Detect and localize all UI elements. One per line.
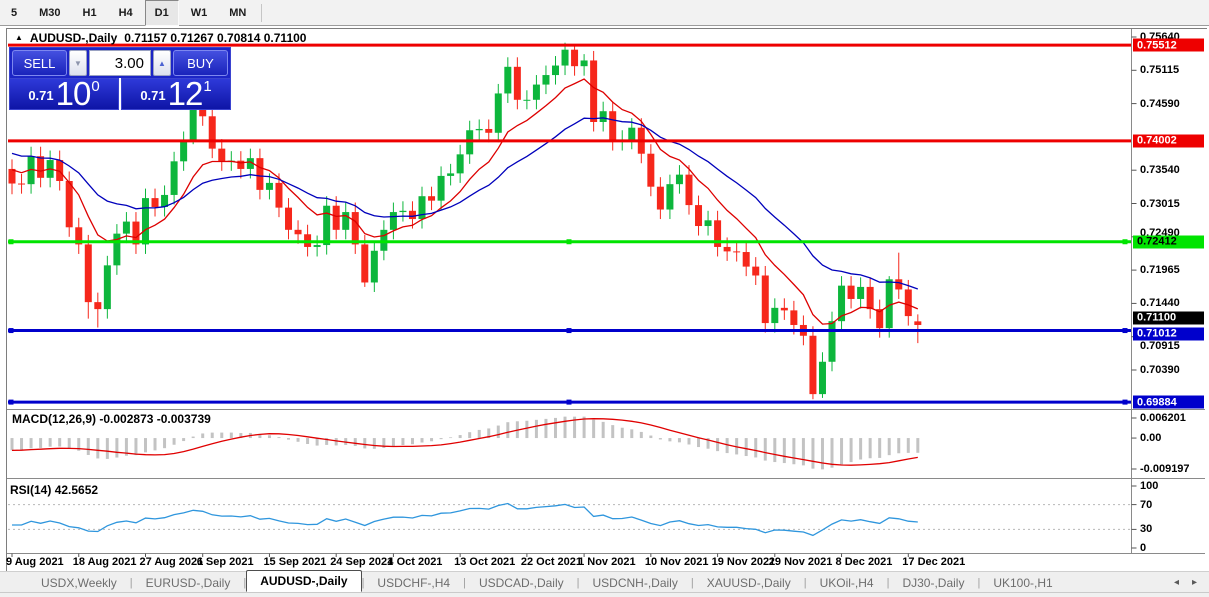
date-tick: 10 Nov 2021 [645, 556, 709, 568]
hline-handle[interactable] [9, 328, 14, 333]
buy-button[interactable]: BUY [173, 50, 228, 76]
chart-tab-bar: USDX,Weekly|EURUSD-,Daily|AUDUSD-,Daily|… [0, 571, 1209, 592]
date-tick: 19 Nov 2021 [712, 556, 776, 568]
timeframe-button-mn[interactable]: MN [219, 0, 256, 26]
date-tick: 24 Sep 2021 [330, 556, 393, 568]
tab-scroll-left-icon[interactable]: ◂ [1174, 577, 1179, 588]
date-tick: 15 Sep 2021 [263, 556, 326, 568]
tab-scroll-controls: ◂▸ [1174, 577, 1209, 592]
hline-handle[interactable] [1123, 239, 1128, 244]
hline-price-label-0.69884: 0.69884 [1133, 396, 1204, 409]
sell-price-prefix: 0.71 [28, 88, 53, 103]
tab-eurusd-daily[interactable]: EURUSD-,Daily [133, 574, 244, 592]
buy-price-point: 1 [203, 78, 211, 95]
sell-price-display[interactable]: 0.71 10 0 [9, 78, 119, 110]
tab-usdcad-daily[interactable]: USDCAD-,Daily [466, 574, 577, 592]
rsi-tick-0: 0 [1140, 542, 1146, 554]
timeframe-button-h1[interactable]: H1 [73, 0, 107, 26]
hline-handle[interactable] [1123, 328, 1128, 333]
price-tick-0.71965: 0.71965 [1140, 264, 1180, 276]
macd-tick-0.00: 0.00 [1140, 432, 1161, 444]
date-tick: 22 Oct 2021 [521, 556, 582, 568]
volume-input[interactable]: 3.00 [89, 50, 151, 76]
date-tick: 6 Sep 2021 [197, 556, 254, 568]
current-price-label: 0.71100 [1133, 311, 1204, 324]
hline-handle[interactable] [1123, 400, 1128, 405]
tab-xauusd-daily[interactable]: XAUUSD-,Daily [694, 574, 804, 592]
tab-usdcnh-daily[interactable]: USDCNH-,Daily [580, 574, 691, 592]
date-tick: 4 Oct 2021 [387, 556, 442, 568]
price-tick-0.70390: 0.70390 [1140, 364, 1180, 376]
tab-scroll-right-icon[interactable]: ▸ [1192, 577, 1197, 588]
price-tick-0.74590: 0.74590 [1140, 98, 1180, 110]
date-tick: 1 Nov 2021 [578, 556, 635, 568]
timeframe-button-m30[interactable]: M30 [29, 0, 70, 26]
tab-usdchf-h4[interactable]: USDCHF-,H4 [364, 574, 463, 592]
sell-price-point: 0 [91, 78, 99, 95]
chart-title-row: ▲ AUDUSD-,Daily 0.71157 0.71267 0.70814 … [15, 31, 306, 45]
trade-prices-row: 0.71 10 0 0.71 12 1 [9, 78, 231, 110]
rsi-line [12, 504, 918, 536]
rsi-tick-70: 70 [1140, 499, 1152, 511]
tab-usdx-weekly[interactable]: USDX,Weekly [28, 574, 130, 592]
sell-button[interactable]: SELL [12, 50, 67, 76]
price-tick-0.75115: 0.75115 [1140, 64, 1179, 76]
hline-handle[interactable] [567, 400, 572, 405]
date-tick: 27 Aug 2021 [139, 556, 203, 568]
status-strip [0, 592, 1209, 597]
hline-price-label-0.72412: 0.72412 [1133, 235, 1204, 248]
buy-price-display[interactable]: 0.71 12 1 [121, 78, 231, 110]
tab-audusd-daily[interactable]: AUDUSD-,Daily [246, 570, 361, 592]
buy-price-prefix: 0.71 [140, 88, 165, 103]
date-tick: 9 Aug 2021 [6, 556, 64, 568]
tab-dj30-daily[interactable]: DJ30-,Daily [889, 574, 977, 592]
trade-controls-row: SELL ▼ 3.00 ▲ BUY [9, 47, 231, 78]
hline-price-label-0.71012: 0.71012 [1133, 327, 1204, 340]
price-tick-0.70915: 0.70915 [1140, 340, 1180, 352]
hline-price-label-0.74002: 0.74002 [1133, 134, 1204, 147]
hline-handle[interactable] [9, 239, 14, 244]
hline-handle[interactable] [567, 328, 572, 333]
buy-price-pips: 12 [168, 79, 203, 108]
hline-handle[interactable] [9, 400, 14, 405]
toolbar-separator [261, 4, 262, 22]
one-click-trade-panel: SELL ▼ 3.00 ▲ BUY 0.71 10 0 0.71 12 1 [9, 47, 231, 110]
chart-ohlc-values: 0.71157 0.71267 0.70814 0.71100 [124, 31, 306, 45]
rsi-tick-100: 100 [1140, 480, 1158, 492]
timeframe-button-w1[interactable]: W1 [181, 0, 218, 26]
date-tick: 13 Oct 2021 [454, 556, 515, 568]
chart-symbol-title: AUDUSD-,Daily [30, 31, 117, 45]
macd-tick-0.006201: 0.006201 [1140, 412, 1186, 424]
date-tick: 29 Nov 2021 [769, 556, 833, 568]
date-tick: 8 Dec 2021 [836, 556, 893, 568]
hline-handle[interactable] [567, 239, 572, 244]
tab-uk100-h1[interactable]: UK100-,H1 [980, 574, 1065, 592]
collapse-panel-icon[interactable]: ▲ [15, 33, 23, 42]
sell-price-pips: 10 [56, 79, 91, 108]
timeframe-toolbar: 5M30H1H4D1W1MN [0, 0, 1209, 26]
price-tick-0.73015: 0.73015 [1140, 198, 1180, 210]
date-tick: 17 Dec 2021 [902, 556, 965, 568]
price-tick-0.73540: 0.73540 [1140, 164, 1180, 176]
timeframe-button-d1[interactable]: D1 [145, 0, 179, 26]
macd-tick--0.009197: -0.009197 [1140, 463, 1190, 475]
price-tick-0.71440: 0.71440 [1140, 297, 1180, 309]
rsi-indicator-label: RSI(14) 42.5652 [10, 483, 98, 497]
rsi-level-lines [8, 505, 1131, 530]
volume-decrease-button[interactable]: ▼ [69, 50, 87, 76]
tab-ukoil-h4[interactable]: UKOil-,H4 [807, 574, 887, 592]
timeframe-button-5[interactable]: 5 [1, 0, 27, 26]
date-tick: 18 Aug 2021 [73, 556, 137, 568]
timeframe-button-h4[interactable]: H4 [109, 0, 143, 26]
mt4-window: 5M30H1H4D1W1MN ▲ AUDUSD-,Daily 0.71157 0… [0, 0, 1209, 597]
rsi-tick-30: 30 [1140, 523, 1152, 535]
macd-indicator-label: MACD(12,26,9) -0.002873 -0.003739 [12, 412, 211, 426]
volume-increase-button[interactable]: ▲ [153, 50, 171, 76]
hline-price-label-0.75512: 0.75512 [1133, 39, 1204, 52]
